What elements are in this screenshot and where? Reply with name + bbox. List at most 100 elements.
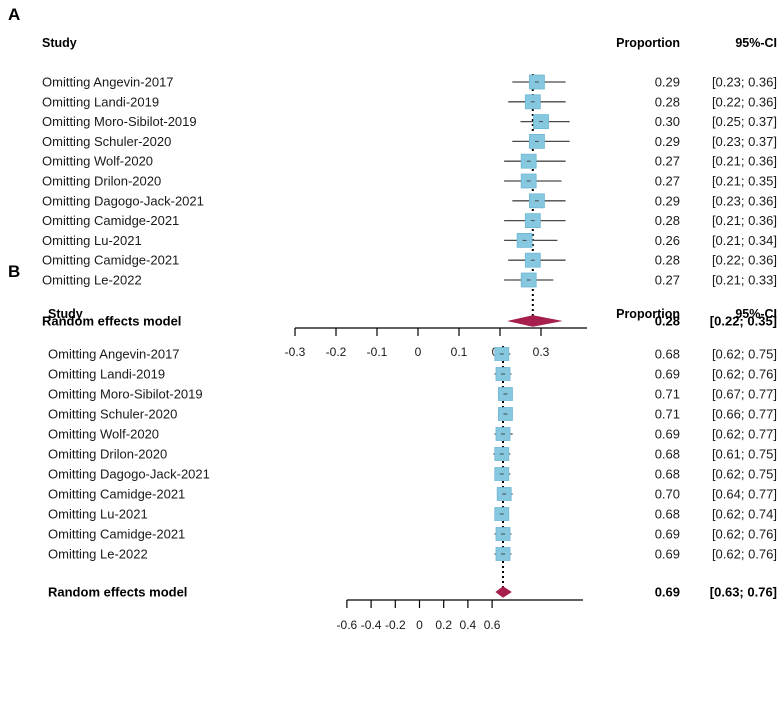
panel-letter: B <box>8 262 20 281</box>
x-axis-tick-label: -0.2 <box>326 345 347 359</box>
study-row: Omitting Moro-Sibilot-2019 0.30 [0.25; 0.3… <box>42 114 777 129</box>
proportion-value: 0.28 <box>655 253 680 268</box>
x-axis-tick-label: -0.6 <box>337 618 358 632</box>
study-row: Omitting Camidge-2021 0.69 [0.62; 0.76] <box>48 527 777 542</box>
ci-value: [0.62; 0.74] <box>712 507 777 522</box>
summary-diamond <box>508 315 562 327</box>
ci-value: [0.64; 0.77] <box>712 487 777 502</box>
summary-proportion: 0.28 <box>655 314 680 329</box>
x-axis-tick-label: 0 <box>415 345 422 359</box>
summary-diamond <box>495 586 512 598</box>
study-label: Omitting Wolf-2020 <box>48 427 159 442</box>
study-label: Omitting Drilon-2020 <box>48 447 167 462</box>
study-label: Omitting Landi-2019 <box>42 94 159 109</box>
study-row: Omitting Lu-2021 0.26 [0.21; 0.34] <box>42 233 777 248</box>
x-axis-tick-label: 0.6 <box>484 618 501 632</box>
proportion-value: 0.27 <box>655 174 680 189</box>
ci-value: [0.62; 0.76] <box>712 527 777 542</box>
ci-value: [0.62; 0.75] <box>712 347 777 362</box>
study-label: Omitting Camidge-2021 <box>42 253 179 268</box>
study-label: Omitting Lu-2021 <box>42 233 142 248</box>
study-row: Omitting Le-2022 0.27 [0.21; 0.33] <box>42 273 777 288</box>
forest-panel-b: B Study Proportion 95%-CI Omitting Angevin-2… <box>8 262 777 632</box>
study-label: Omitting Dagogo-Jack-2021 <box>42 193 204 208</box>
study-label: Omitting Le-2022 <box>42 273 142 288</box>
proportion-value: 0.69 <box>655 547 680 562</box>
x-axis-tick-label: -0.3 <box>285 345 306 359</box>
proportion-value: 0.68 <box>655 447 680 462</box>
study-label: Omitting Le-2022 <box>48 547 148 562</box>
study-row: Omitting Angevin-2017 0.29 [0.23; 0.36] <box>42 75 777 90</box>
proportion-value: 0.29 <box>655 193 680 208</box>
ci-value: [0.21; 0.35] <box>712 174 777 189</box>
ci-value: [0.66; 0.77] <box>712 407 777 422</box>
x-axis-tick-label: -0.4 <box>361 618 382 632</box>
ci-value: [0.25; 0.37] <box>712 114 777 129</box>
proportion-value: 0.29 <box>655 75 680 90</box>
ci-value: [0.22; 0.36] <box>712 253 777 268</box>
proportion-value: 0.68 <box>655 347 680 362</box>
proportion-value: 0.69 <box>655 527 680 542</box>
summary-ci: [0.22; 0.35] <box>710 314 777 329</box>
study-row: Omitting Angevin-2017 0.68 [0.62; 0.75] <box>48 347 777 362</box>
panel-letter: A <box>8 5 20 24</box>
study-row: Omitting Drilon-2020 0.68 [0.61; 0.75] <box>48 447 777 462</box>
header-ci: 95%-CI <box>735 36 777 50</box>
study-row: Omitting Le-2022 0.69 [0.62; 0.76] <box>48 547 777 562</box>
proportion-value: 0.30 <box>655 114 680 129</box>
summary-label: Random effects model <box>42 314 181 329</box>
study-row: Omitting Schuler-2020 0.71 [0.66; 0.77] <box>48 407 777 422</box>
x-axis: -0.3-0.2-0.100.10.20.3 <box>285 327 587 359</box>
ci-value: [0.22; 0.36] <box>712 94 777 109</box>
study-label: Omitting Angevin-2017 <box>48 347 180 362</box>
study-label: Omitting Schuler-2020 <box>48 407 177 422</box>
study-label: Omitting Drilon-2020 <box>42 174 161 189</box>
ci-value: [0.21; 0.36] <box>712 154 777 169</box>
study-row: Omitting Moro-Sibilot-2019 0.71 [0.67; 0.7… <box>48 387 777 402</box>
proportion-value: 0.71 <box>655 407 680 422</box>
header-proportion: Proportion <box>616 307 680 321</box>
proportion-value: 0.27 <box>655 273 680 288</box>
summary-proportion: 0.69 <box>655 585 680 600</box>
study-row: Omitting Camidge-2021 0.28 [0.21; 0.36] <box>42 213 777 228</box>
ci-value: [0.61; 0.75] <box>712 447 777 462</box>
ci-value: [0.21; 0.36] <box>712 213 777 228</box>
ci-value: [0.23; 0.36] <box>712 75 777 90</box>
ci-value: [0.21; 0.34] <box>712 233 777 248</box>
study-row: Omitting Lu-2021 0.68 [0.62; 0.74] <box>48 507 777 522</box>
study-row: Omitting Dagogo-Jack-2021 0.68 [0.62; 0.75… <box>48 467 777 482</box>
x-axis-tick-label: 0.1 <box>451 345 468 359</box>
study-row: Omitting Schuler-2020 0.29 [0.23; 0.37] <box>42 134 777 149</box>
proportion-value: 0.68 <box>655 467 680 482</box>
study-row: Omitting Drilon-2020 0.27 [0.21; 0.35] <box>42 174 777 189</box>
header-study: Study <box>48 307 83 321</box>
ci-value: [0.23; 0.37] <box>712 134 777 149</box>
study-label: Omitting Landi-2019 <box>48 367 165 382</box>
proportion-value: 0.71 <box>655 387 680 402</box>
study-label: Omitting Camidge-2021 <box>42 213 179 228</box>
summary-label: Random effects model <box>48 585 187 600</box>
proportion-value: 0.28 <box>655 94 680 109</box>
study-label: Omitting Moro-Sibilot-2019 <box>48 387 203 402</box>
proportion-value: 0.29 <box>655 134 680 149</box>
study-row: Omitting Landi-2019 0.69 [0.62; 0.76] <box>48 367 777 382</box>
x-axis-tick-label: 0.4 <box>460 618 477 632</box>
ci-value: [0.62; 0.77] <box>712 427 777 442</box>
x-axis-tick-label: 0.3 <box>533 345 550 359</box>
x-axis-tick-label: 0 <box>416 618 423 632</box>
header-proportion: Proportion <box>616 36 680 50</box>
study-row: Omitting Camidge-2021 0.70 [0.64; 0.77] <box>48 487 777 502</box>
study-row: Omitting Wolf-2020 0.69 [0.62; 0.77] <box>48 427 777 442</box>
study-label: Omitting Moro-Sibilot-2019 <box>42 114 197 129</box>
header-study: Study <box>42 36 77 50</box>
proportion-value: 0.69 <box>655 367 680 382</box>
study-row: Omitting Dagogo-Jack-2021 0.29 [0.23; 0.36… <box>42 193 777 208</box>
study-label: Omitting Dagogo-Jack-2021 <box>48 467 210 482</box>
study-row: Omitting Camidge-2021 0.28 [0.22; 0.36] <box>42 253 777 268</box>
summary-row: Random effects model 0.28 [0.22; 0.35] <box>42 314 777 329</box>
proportion-value: 0.27 <box>655 154 680 169</box>
ci-value: [0.62; 0.76] <box>712 547 777 562</box>
study-label: Omitting Wolf-2020 <box>42 154 153 169</box>
ci-value: [0.67; 0.77] <box>712 387 777 402</box>
